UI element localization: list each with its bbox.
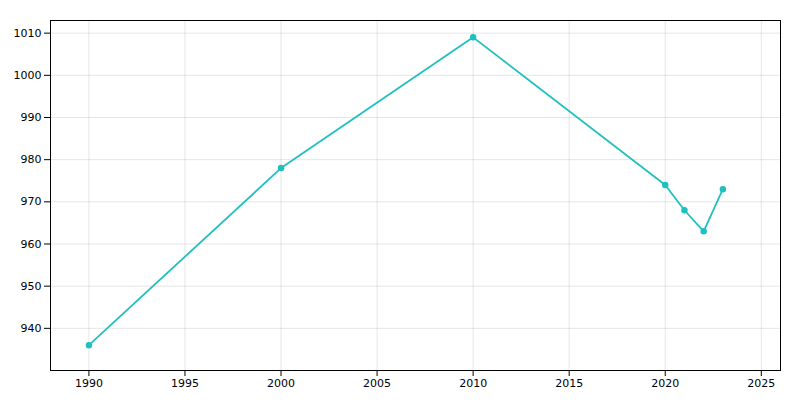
svg-text:1995: 1995	[171, 377, 199, 390]
svg-text:2025: 2025	[747, 377, 775, 390]
svg-text:2005: 2005	[363, 377, 391, 390]
svg-text:1990: 1990	[75, 377, 103, 390]
svg-text:960: 960	[21, 238, 42, 251]
svg-text:980: 980	[21, 153, 42, 166]
svg-text:2000: 2000	[267, 377, 295, 390]
svg-text:940: 940	[21, 322, 42, 335]
svg-text:950: 950	[21, 280, 42, 293]
svg-text:1000: 1000	[14, 69, 42, 82]
svg-text:990: 990	[21, 111, 42, 124]
svg-text:2010: 2010	[459, 377, 487, 390]
svg-text:2015: 2015	[555, 377, 583, 390]
svg-text:2020: 2020	[651, 377, 679, 390]
svg-text:970: 970	[21, 195, 42, 208]
svg-text:1010: 1010	[14, 27, 42, 40]
